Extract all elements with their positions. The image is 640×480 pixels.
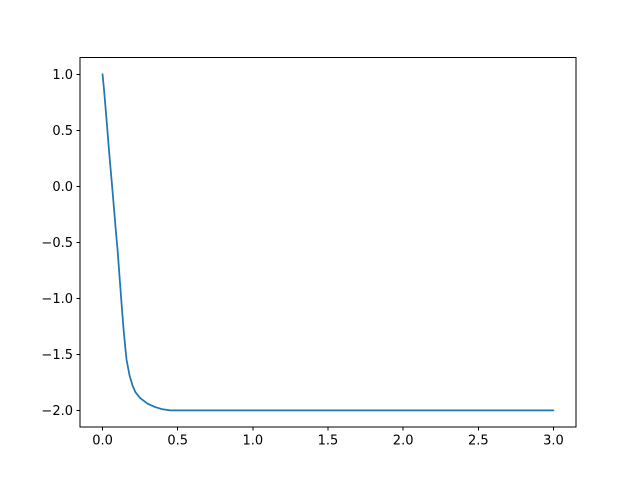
x-tick-label: 2.5: [468, 434, 489, 449]
y-tick-label: −0.5: [41, 236, 73, 251]
axes-spines: [79, 57, 577, 428]
y-tick-label: 1.0: [52, 68, 73, 83]
x-tick-label: 1.0: [243, 434, 264, 449]
data-line: [101, 73, 555, 412]
x-tick-label: 0.0: [92, 434, 113, 449]
x-tick-label: 3.0: [543, 434, 564, 449]
x-tick-label: 0.5: [167, 434, 188, 449]
y-tick-label: 0.0: [52, 180, 73, 195]
plot-area: [80, 57, 576, 428]
x-tick-label: 2.0: [393, 434, 414, 449]
y-tick-label: 0.5: [52, 124, 73, 139]
x-tick-label: 1.5: [318, 434, 339, 449]
y-tick-label: −1.5: [41, 348, 73, 363]
y-tick-label: −2.0: [41, 404, 73, 419]
y-tick-label: −1.0: [41, 292, 73, 307]
